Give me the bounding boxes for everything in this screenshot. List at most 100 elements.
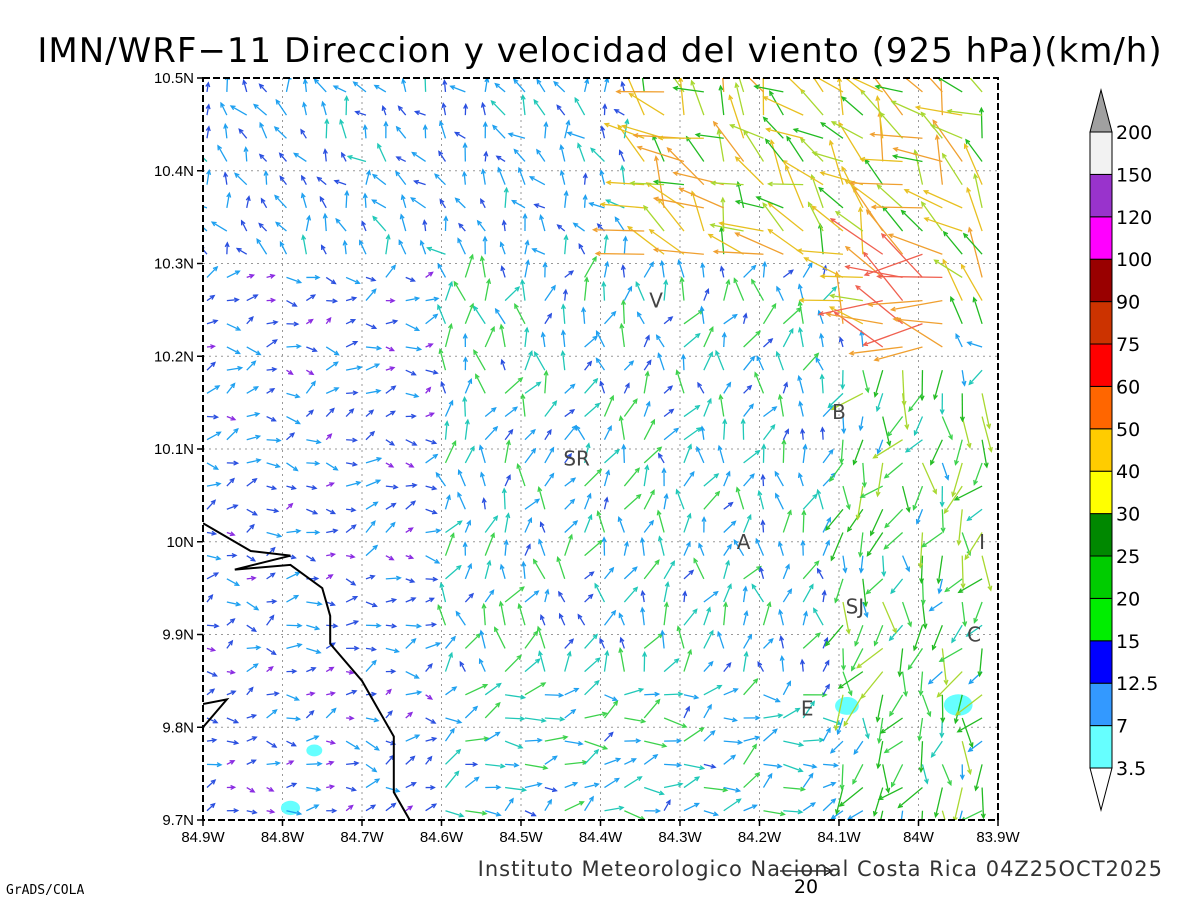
y-tick-label: 10.3N	[154, 256, 194, 273]
wind-vector	[643, 698, 661, 719]
wind-vector	[864, 158, 884, 186]
wind-vector	[524, 239, 530, 255]
wind-vector	[412, 179, 426, 186]
wind-vector	[226, 552, 238, 559]
wind-vector	[266, 508, 280, 514]
colorbar-label: 150	[1116, 164, 1152, 186]
wind-vector	[858, 416, 864, 432]
wind-vector	[246, 645, 262, 651]
wind-vector	[226, 669, 236, 675]
wind-vector	[544, 446, 555, 464]
wind-vector	[405, 500, 417, 510]
wind-vector	[830, 810, 844, 820]
wind-vector	[822, 516, 831, 533]
x-tick-label: 83.9W	[976, 829, 1020, 846]
wind-vector	[564, 409, 576, 418]
wind-vector	[843, 694, 864, 727]
wind-vector	[445, 564, 462, 580]
wind-vector	[980, 787, 986, 820]
wind-vector	[223, 122, 229, 139]
wind-vector	[950, 295, 963, 325]
wind-vector	[425, 343, 434, 348]
wind-vector	[703, 684, 723, 696]
wind-vector	[405, 711, 414, 719]
wind-vector	[734, 156, 764, 186]
wind-vector	[345, 319, 357, 325]
wind-vector	[210, 221, 228, 232]
wind-vector	[266, 808, 276, 814]
wind-vector	[286, 462, 299, 472]
wind-vector	[872, 787, 884, 817]
y-tick-label: 9.8N	[162, 719, 194, 736]
colorbar-label: 50	[1116, 419, 1140, 441]
wind-vector	[342, 239, 348, 255]
wind-vector	[813, 78, 824, 93]
wind-vector	[556, 224, 566, 232]
wind-vector	[862, 578, 869, 608]
wind-vector	[458, 222, 466, 232]
wind-vector	[444, 532, 455, 556]
x-tick-label: 84.4W	[579, 829, 623, 846]
wind-vector	[438, 347, 447, 371]
wind-vector	[604, 694, 619, 701]
wind-vector	[963, 142, 983, 185]
wind-vector	[274, 194, 287, 209]
wind-vector	[604, 777, 620, 789]
wind-vector	[286, 716, 302, 722]
colorbar-swatch	[1089, 343, 1113, 387]
wind-vector	[682, 590, 688, 603]
wind-vector	[564, 740, 584, 746]
wind-vector	[524, 782, 543, 789]
wind-vector	[365, 169, 371, 185]
wind-vector	[584, 571, 595, 580]
wind-vector	[936, 555, 943, 585]
wind-vector	[643, 519, 655, 533]
wind-vector	[245, 195, 251, 208]
wind-vector	[920, 578, 926, 606]
wind-vector	[663, 601, 669, 626]
wind-vector	[757, 660, 765, 672]
colorbar-label: 30	[1116, 504, 1140, 526]
wind-vector	[405, 296, 421, 302]
wind-vector	[761, 260, 768, 278]
wind-vector	[246, 575, 257, 581]
wind-vector	[484, 682, 502, 696]
wind-vector	[876, 741, 884, 770]
wind-vector	[559, 169, 566, 185]
wind-vector	[325, 707, 337, 719]
wind-vector	[900, 810, 904, 820]
wind-vector	[564, 533, 573, 556]
wind-vector	[246, 663, 259, 673]
wind-vector	[839, 439, 845, 465]
wind-vector	[799, 658, 806, 672]
wind-vector	[537, 650, 546, 672]
wind-vector	[870, 509, 884, 537]
wind-vector	[517, 166, 526, 185]
wind-vector	[701, 516, 707, 533]
wind-vector	[815, 356, 824, 371]
wind-vector	[566, 131, 585, 139]
wind-vector	[206, 572, 220, 580]
wind-vector	[875, 694, 884, 723]
wind-vector	[763, 637, 774, 649]
wind-vector	[919, 370, 925, 402]
wind-vector	[872, 439, 903, 459]
wind-vector	[854, 624, 864, 647]
wind-vector	[584, 377, 599, 394]
wind-vector	[266, 614, 275, 626]
wind-vector	[822, 636, 829, 649]
wind-vector	[203, 156, 208, 162]
wind-vector	[955, 332, 963, 348]
wind-vector	[703, 490, 721, 510]
wind-vector	[484, 559, 492, 580]
wind-vector	[511, 199, 526, 209]
wind-vector	[504, 428, 514, 441]
wind-vector	[326, 601, 336, 607]
wind-vector	[345, 461, 358, 467]
wind-vector	[700, 425, 706, 440]
wind-vector	[918, 741, 924, 774]
wind-vector	[544, 284, 556, 301]
wind-vector	[484, 731, 501, 742]
wind-vector	[792, 128, 824, 139]
wind-vector	[663, 799, 671, 812]
